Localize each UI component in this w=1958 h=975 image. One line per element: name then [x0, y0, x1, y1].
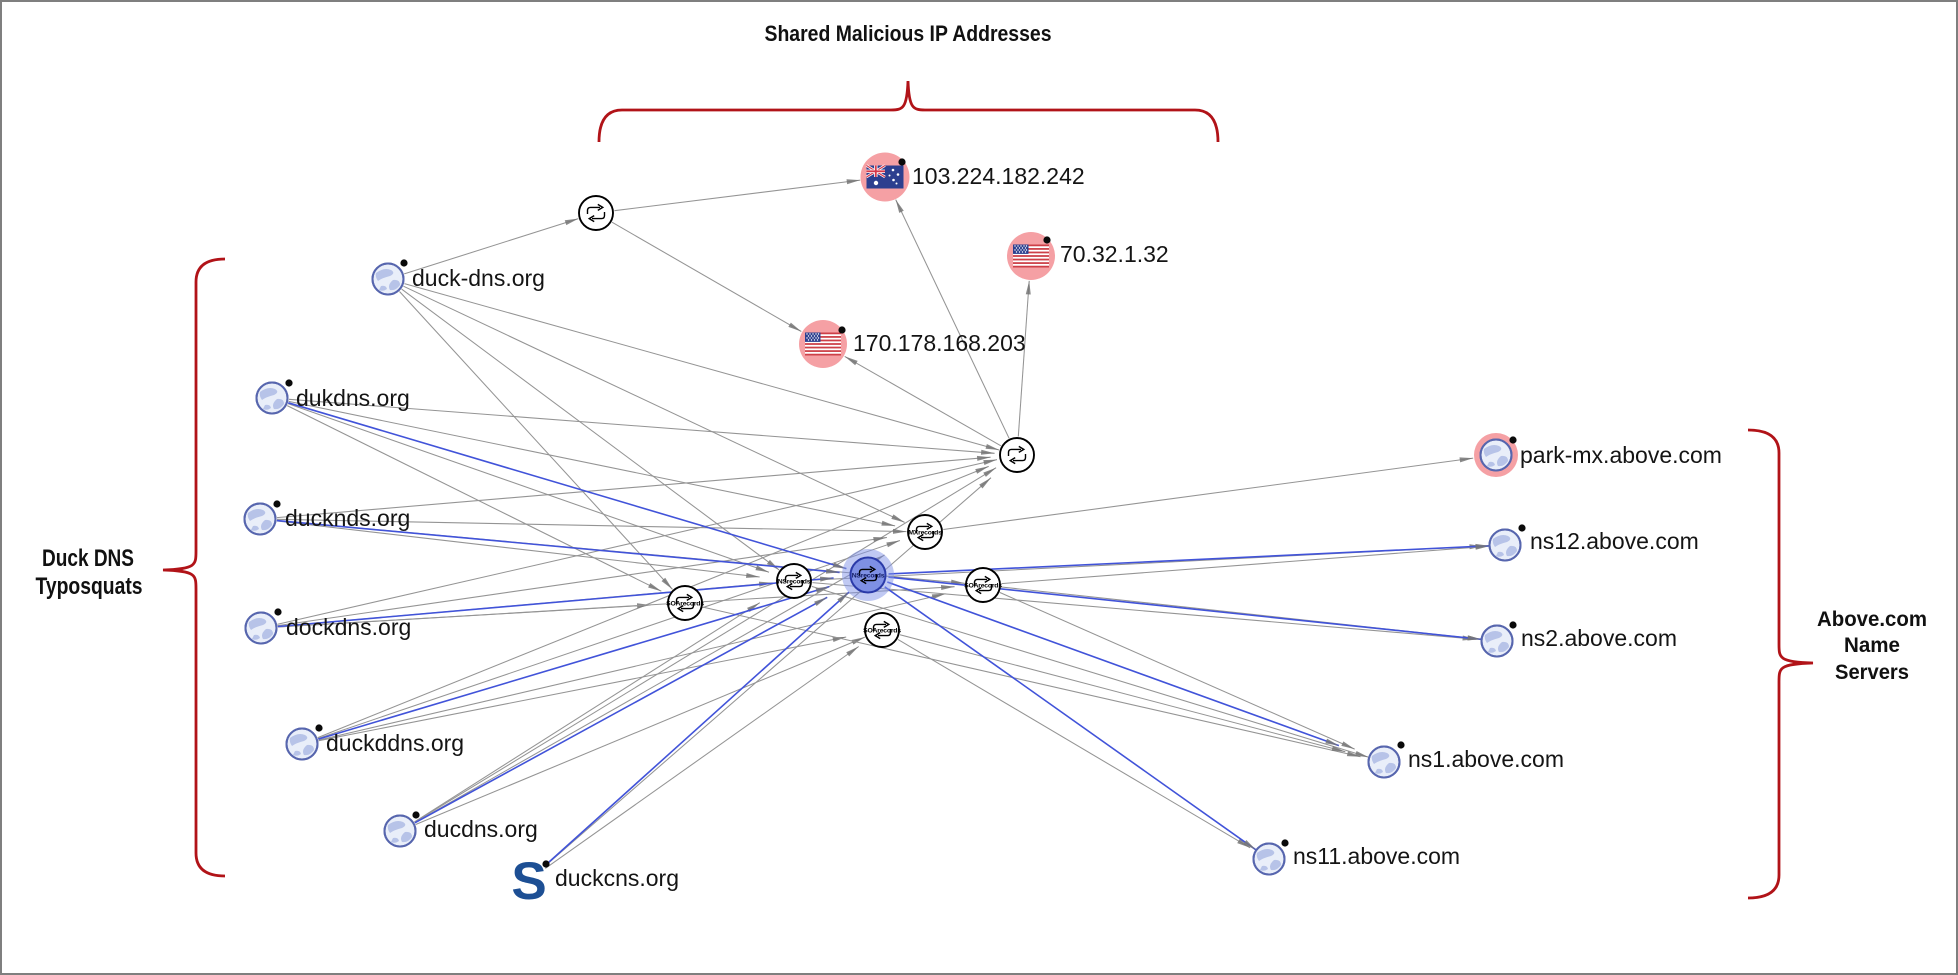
svg-text:ns11.above.com: ns11.above.com — [1293, 843, 1460, 869]
svg-text:Shared Malicious IP Addresses: Shared Malicious IP Addresses — [765, 21, 1052, 46]
svg-text:duck-dns.org: duck-dns.org — [412, 265, 545, 291]
svg-text:103.224.182.242: 103.224.182.242 — [912, 163, 1085, 189]
svg-text:SOArecords: SOArecords — [863, 627, 901, 634]
svg-text:ducknds.org: ducknds.org — [285, 505, 410, 531]
svg-text:Typosquats: Typosquats — [36, 573, 143, 600]
svg-text:dockdns.org: dockdns.org — [286, 614, 411, 640]
svg-text:170.178.168.203: 170.178.168.203 — [853, 330, 1026, 356]
svg-text:S: S — [511, 852, 546, 911]
svg-text:ducdns.org: ducdns.org — [424, 816, 538, 842]
svg-text:MXrecords: MXrecords — [908, 529, 942, 536]
svg-text:Servers: Servers — [1835, 661, 1909, 684]
svg-text:duckcns.org: duckcns.org — [555, 865, 679, 891]
svg-text:duckddns.org: duckddns.org — [326, 730, 464, 756]
svg-text:SOArecords: SOArecords — [964, 582, 1002, 589]
svg-text:Above.com: Above.com — [1817, 608, 1927, 631]
svg-text:dukdns.org: dukdns.org — [296, 385, 410, 411]
svg-text:NSrecords: NSrecords — [778, 578, 811, 585]
svg-text:Duck DNS: Duck DNS — [42, 545, 134, 572]
svg-text:Name: Name — [1844, 634, 1900, 657]
svg-text:ns12.above.com: ns12.above.com — [1530, 528, 1699, 554]
svg-text:park-mx.above.com: park-mx.above.com — [1520, 442, 1722, 468]
svg-text:70.32.1.32: 70.32.1.32 — [1060, 241, 1169, 267]
svg-text:ns2.above.com: ns2.above.com — [1521, 625, 1677, 651]
svg-text:ns1.above.com: ns1.above.com — [1408, 746, 1564, 772]
svg-text:NSrecords: NSrecords — [852, 572, 885, 579]
svg-text:SOArecords: SOArecords — [666, 600, 704, 607]
